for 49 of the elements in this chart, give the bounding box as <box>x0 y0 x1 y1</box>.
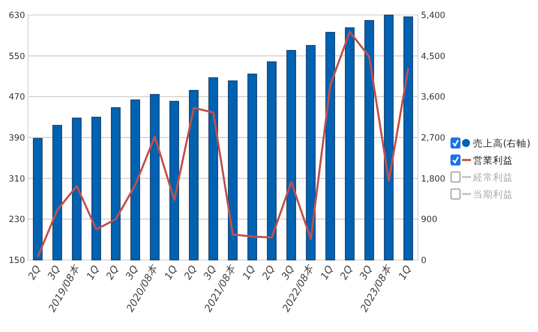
x-tick-label: 2Q <box>26 264 44 282</box>
x-tick-label: 2Q <box>182 264 200 282</box>
bar <box>325 32 336 260</box>
bar <box>91 116 102 260</box>
bar <box>266 61 277 260</box>
y-tick-label: 150 <box>8 256 25 266</box>
legend-label: 売上高(右軸) <box>473 138 530 150</box>
bar <box>403 16 414 260</box>
bar <box>150 94 160 260</box>
legend-label: 経常利益 <box>472 172 513 184</box>
bar <box>364 20 374 260</box>
x-tick-label: 1Q <box>319 264 336 282</box>
bar <box>286 50 296 260</box>
y-tick-label: 310 <box>8 174 25 184</box>
line-series <box>36 30 410 258</box>
y-tick-label: 470 <box>8 92 25 103</box>
y-tick-label: 230 <box>8 215 25 226</box>
bar <box>110 107 121 260</box>
y2-tick-label: 2,700 <box>421 134 446 144</box>
legend-label: 営業利益 <box>473 154 513 166</box>
bar <box>344 27 355 260</box>
bar <box>247 74 258 260</box>
legend-label: 当期利益 <box>473 188 513 200</box>
y-tick-label: 630 <box>8 11 25 21</box>
x-tick-label: 1Q <box>241 264 258 282</box>
bar <box>384 14 394 260</box>
x-tick-label: 1Q <box>397 264 414 282</box>
x-tick-label: 2Q <box>260 264 278 282</box>
bar <box>306 45 316 260</box>
bar <box>130 100 140 260</box>
x-tick-label: 1Q <box>85 264 102 282</box>
y2-tick-label: 5,400 <box>421 11 446 21</box>
y2-tick-label: 900 <box>421 215 438 226</box>
y-tick-label: 390 <box>8 134 25 144</box>
bar <box>208 77 218 260</box>
bar <box>72 118 82 260</box>
x-tick-label: 2Q <box>104 264 122 282</box>
bar <box>188 90 199 260</box>
bar <box>32 138 43 260</box>
y2-tick-label: 3,600 <box>421 92 446 103</box>
bar <box>52 124 62 260</box>
y2-tick-label: 0 <box>421 256 426 266</box>
bar <box>169 100 180 260</box>
x-tick-label: 1Q <box>163 264 180 282</box>
y-tick-label: 550 <box>8 52 25 62</box>
bar <box>228 80 238 260</box>
y2-tick-label: 1,800 <box>421 174 446 184</box>
x-tick-label: 2Q <box>338 264 356 282</box>
y2-tick-label: 4,500 <box>421 52 446 62</box>
